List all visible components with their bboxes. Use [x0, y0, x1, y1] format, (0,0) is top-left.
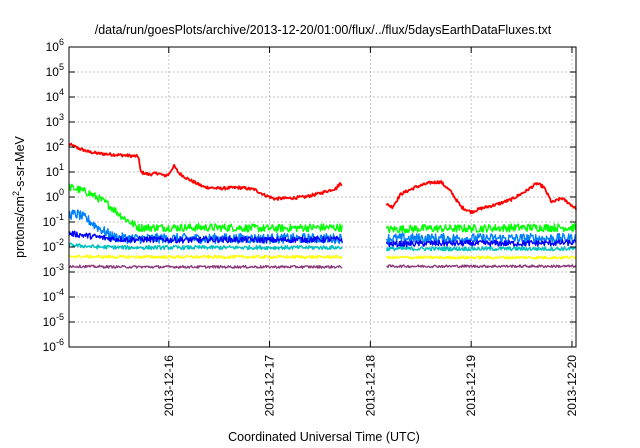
y-axis-ticks: 10-6 10-5 10-4 10-3 10-2 10-1 100 101 102 103 104 1… — [43, 37, 576, 354]
x-axis-ticks: 2013-12-16 2013-12-17 2013-12-18 2013-12-19… — [162, 47, 579, 416]
y-tick-label: 105 — [46, 62, 64, 79]
series-segment — [385, 255, 577, 260]
y-tick-label: 10-4 — [43, 287, 64, 304]
y-tick-label: 10-3 — [43, 262, 64, 279]
x-tick-label: 2013-12-19 — [464, 355, 478, 417]
y-tick-label: 10-5 — [43, 312, 64, 329]
y-axis-label: protons/cm2-s-sr-MeV — [11, 135, 27, 257]
y-tick-label: 103 — [46, 112, 64, 129]
series-line — [68, 242, 577, 252]
series-line — [68, 264, 577, 269]
x-axis-label: Coordinated Universal Time (UTC) — [228, 430, 420, 444]
y-tick-label: 102 — [46, 137, 64, 154]
series-segment — [68, 254, 343, 260]
y-tick-label: 104 — [46, 87, 64, 104]
series-segment — [385, 239, 577, 248]
series-segment — [68, 183, 343, 233]
series-segment — [68, 142, 343, 201]
series-line — [68, 183, 577, 234]
x-tick-label: 2013-12-20 — [565, 355, 579, 417]
series-segment — [385, 223, 577, 234]
series-line — [68, 230, 577, 248]
series-segment — [68, 209, 343, 245]
series-line — [68, 209, 577, 245]
y-tick-label: 100 — [46, 187, 64, 204]
x-tick-label: 2013-12-18 — [363, 355, 377, 417]
y-tick-label: 10-6 — [43, 337, 64, 354]
series-segment — [385, 246, 577, 252]
series-line — [68, 254, 577, 260]
y-tick-label: 10-1 — [43, 212, 64, 229]
y-tick-label: 106 — [46, 37, 64, 54]
chart-title: /data/run/goesPlots/archive/2013-12-20/0… — [95, 23, 552, 37]
y-tick-label: 10-2 — [43, 237, 64, 254]
series-line — [68, 142, 577, 215]
series-segment — [385, 232, 577, 244]
series-segment — [68, 264, 343, 269]
series-group — [68, 142, 577, 269]
x-tick-label: 2013-12-16 — [162, 355, 176, 417]
series-segment — [386, 264, 577, 269]
series-segment — [385, 180, 577, 215]
y-tick-label: 101 — [46, 162, 64, 179]
x-tick-label: 2013-12-17 — [263, 355, 277, 417]
grid-lines — [69, 47, 576, 347]
series-segment — [68, 242, 343, 251]
series-segment — [68, 230, 343, 244]
